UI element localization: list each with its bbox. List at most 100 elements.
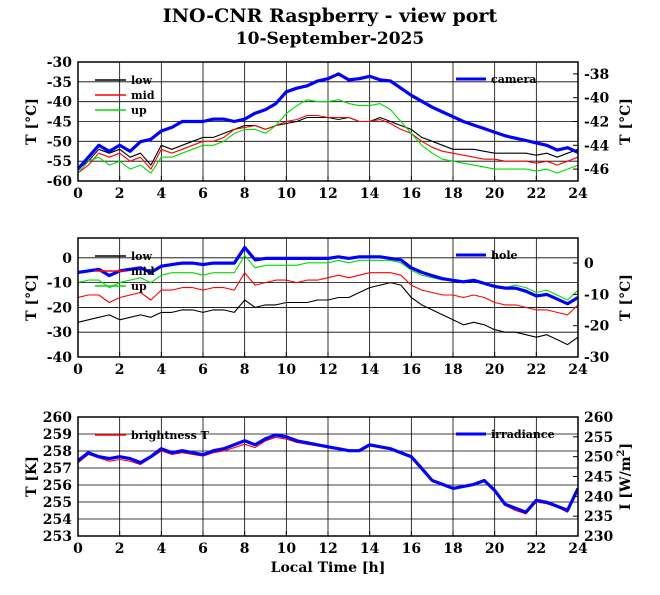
legend-label: low: [131, 74, 153, 87]
x-tick-label: 6: [198, 362, 208, 378]
x-tick-label: 20: [485, 362, 505, 378]
x-tick-label: 18: [443, 541, 462, 557]
legend-label: up: [131, 280, 147, 293]
y-left-tick-label: 257: [43, 461, 72, 477]
x-tick-label: 14: [360, 186, 380, 202]
x-tick-label: 6: [198, 541, 208, 557]
y-right-tick-label: -30: [584, 350, 610, 366]
y-right-axis-label: T [°C]: [618, 274, 634, 321]
x-tick-label: 2: [115, 362, 125, 378]
y-left-tick-label: 258: [43, 444, 72, 460]
x-tick-label: 4: [156, 362, 166, 378]
x-tick-label: 10: [277, 362, 297, 378]
y-right-tick-label: 230: [584, 529, 613, 545]
y-left-tick-label: 253: [43, 529, 72, 545]
x-tick-label: 18: [443, 186, 462, 202]
y-left-tick-label: 256: [43, 478, 72, 494]
y-right-tick-label: -44: [584, 138, 610, 154]
x-tick-label: 16: [402, 362, 421, 378]
chart-title: INO-CNR Raspberry - view port: [163, 5, 498, 27]
x-tick-label: 12: [318, 541, 337, 557]
legend-label: low: [131, 250, 153, 263]
chart-subtitle: 10-September-2025: [236, 29, 424, 49]
y-right-tick-label: 260: [584, 410, 613, 426]
x-tick-label: 24: [568, 362, 588, 378]
y-left-tick-label: -30: [47, 325, 73, 341]
y-right-axis-label: T [°C]: [618, 98, 634, 145]
y-right-tick-label: 245: [584, 470, 613, 486]
y-left-tick-label: -40: [47, 95, 73, 111]
y-left-tick-label: -35: [47, 75, 72, 91]
y-left-tick-label: 254: [43, 512, 72, 528]
x-tick-label: 2: [115, 541, 125, 557]
x-tick-label: 0: [73, 186, 83, 202]
y-left-tick-label: -55: [47, 154, 72, 170]
y-left-tick-label: -10: [47, 276, 73, 292]
y-right-tick-label: 235: [584, 509, 613, 525]
panel-3: 0 2 4 6 8 10 12 14 16 18 20 22 242532542552562572582…: [24, 410, 634, 557]
legend-label: mid: [131, 265, 155, 278]
y-right-tick-label: 240: [584, 489, 613, 505]
legend-label: brightness T: [131, 429, 210, 442]
x-tick-label: 24: [568, 186, 588, 202]
y-left-axis-label: T [°C]: [24, 98, 40, 145]
y-left-tick-label: 0: [62, 251, 72, 267]
x-tick-label: 10: [277, 186, 297, 202]
x-tick-label: 8: [240, 541, 250, 557]
x-tick-label: 12: [318, 362, 337, 378]
x-tick-label: 8: [240, 362, 250, 378]
y-left-tick-label: -60: [47, 174, 73, 190]
y-right-tick-label: -10: [584, 287, 610, 303]
x-tick-label: 14: [360, 362, 380, 378]
y-right-tick-label: -38: [584, 67, 609, 83]
x-tick-label: 22: [527, 186, 546, 202]
series-line-low: [78, 282, 578, 346]
y-right-tick-label: -42: [584, 115, 609, 131]
legend-label: up: [131, 104, 147, 117]
y-left-tick-label: -40: [47, 350, 73, 366]
panel-1: 0 2 4 6 8 10 12 14 16 18 20 22 24-60-55-50-45-40-35-…: [24, 55, 634, 202]
x-tick-label: 10: [277, 541, 297, 557]
legend-label: mid: [131, 89, 155, 102]
series-line-up: [78, 99, 578, 174]
legend-label: hole: [491, 249, 518, 262]
series-line-hole: [78, 245, 578, 306]
x-tick-label: 16: [402, 541, 421, 557]
x-tick-label: 0: [73, 541, 83, 557]
series-line-irradiance: [78, 433, 578, 514]
y-right-tick-label: -20: [584, 319, 610, 335]
y-left-tick-label: -50: [47, 134, 73, 150]
x-tick-label: 20: [485, 186, 505, 202]
y-right-tick-label: -40: [584, 91, 610, 107]
y-right-tick-label: 0: [584, 256, 594, 272]
y-left-tick-label: -30: [47, 55, 73, 71]
y-left-axis-label: T [°C]: [24, 274, 40, 321]
y-right-tick-label: 250: [584, 450, 613, 466]
y-right-tick-label: 255: [584, 430, 613, 446]
x-tick-label: 2: [115, 186, 125, 202]
x-tick-label: 16: [402, 186, 421, 202]
series-line-camera: [78, 72, 578, 171]
x-tick-label: 6: [198, 186, 208, 202]
x-tick-label: 22: [527, 541, 546, 557]
x-tick-label: 4: [156, 541, 166, 557]
y-left-tick-label: -45: [47, 115, 72, 131]
y-left-tick-label: -20: [47, 300, 73, 316]
series-line-mid: [78, 114, 578, 174]
x-tick-label: 20: [485, 541, 505, 557]
x-tick-label: 22: [527, 362, 546, 378]
legend-label: camera: [491, 73, 536, 86]
x-tick-label: 24: [568, 541, 588, 557]
y-left-tick-label: 259: [43, 427, 72, 443]
x-tick-label: 18: [443, 362, 462, 378]
y-right-axis-label: I [W/m2]: [616, 443, 634, 510]
series-line-mid: [78, 272, 578, 316]
x-tick-label: 12: [318, 186, 337, 202]
panel-2: 0 2 4 6 8 10 12 14 16 18 20 22 24-40-30-20-100-30-20…: [24, 237, 634, 378]
x-tick-label: 4: [156, 186, 166, 202]
y-right-tick-label: -46: [584, 162, 609, 178]
x-tick-label: 14: [360, 541, 380, 557]
x-axis-label: Local Time [h]: [271, 560, 386, 576]
y-left-axis-label: T [K]: [24, 456, 40, 497]
